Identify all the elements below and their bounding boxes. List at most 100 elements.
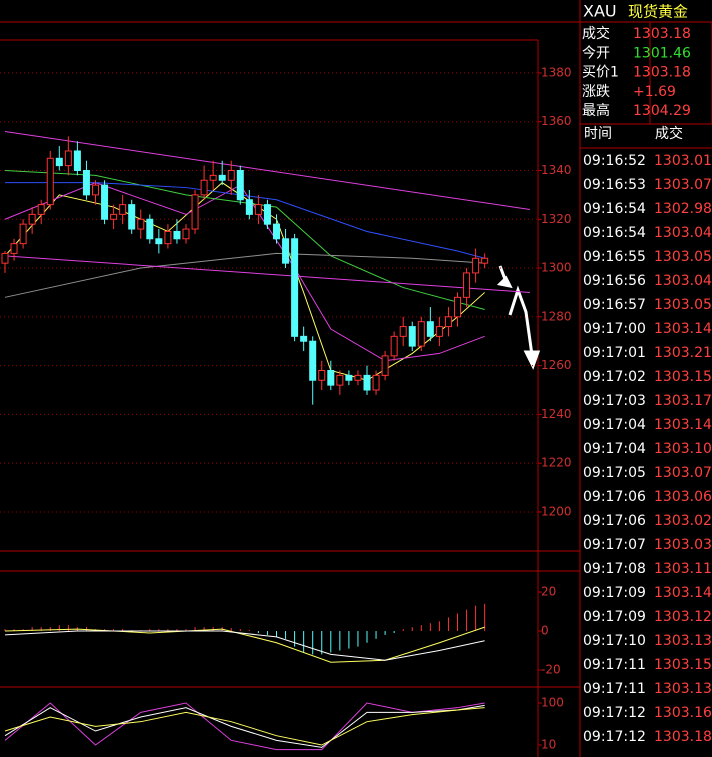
y-tick-label: 1220 [541, 456, 572, 470]
tick-time: 09:17:04 [583, 417, 646, 433]
y-tick-label: 1280 [541, 309, 572, 323]
tick-price: 1303.16 [654, 705, 712, 721]
candle-body [173, 230, 181, 240]
candle-body [273, 223, 280, 240]
tick-price: 1303.18 [654, 729, 712, 745]
candle-body [300, 335, 308, 342]
candle-body [426, 321, 434, 337]
y-tick-label: 1320 [541, 212, 572, 226]
table-header: 成交 [655, 125, 683, 142]
tick-time: 09:17:06 [583, 513, 646, 529]
y-tick-label: -20 [541, 662, 561, 676]
tick-time: 09:17:06 [583, 489, 646, 505]
symbol: XAU [583, 2, 617, 21]
tick-price: 1303.04 [654, 273, 712, 289]
quote-label: 今开 [582, 45, 610, 61]
tick-time: 09:17:10 [583, 633, 646, 649]
candle-body [309, 340, 317, 381]
tick-time: 09:17:12 [583, 729, 646, 745]
tick-price: 1303.17 [654, 393, 712, 409]
y-tick-label: 1340 [541, 163, 572, 177]
candle-body [164, 230, 172, 245]
candle-body [218, 174, 226, 181]
indicator-line [4, 130, 530, 211]
tick-time: 09:16:54 [583, 201, 646, 217]
candle-body [28, 213, 36, 225]
tick-price: 1303.15 [654, 657, 712, 673]
tick-time: 09:17:09 [583, 585, 646, 601]
tick-time: 09:17:08 [583, 561, 646, 577]
tick-price: 1303.01 [654, 153, 712, 169]
tick-time: 09:17:11 [583, 681, 646, 697]
candle-body [1, 252, 9, 264]
candle-body [463, 272, 471, 298]
tick-price: 1303.05 [654, 297, 712, 313]
candle-body [336, 374, 344, 386]
candle-body [191, 194, 199, 230]
candle-body [101, 184, 109, 220]
candle-body [481, 257, 489, 264]
tick-price: 1303.10 [654, 441, 712, 457]
y-tick-label: 20 [541, 585, 556, 599]
tick-time: 09:16:56 [583, 273, 646, 289]
tick-time: 09:16:55 [583, 249, 646, 265]
tick-time: 09:17:05 [583, 465, 646, 481]
quote-label: 买价1 [582, 65, 619, 81]
candle-body [119, 204, 127, 215]
indicator-line [4, 169, 485, 310]
candle-body [390, 335, 398, 357]
candle-body [37, 204, 45, 215]
y-tick-label: 1260 [541, 358, 572, 372]
indicator-line [4, 255, 530, 293]
tick-price: 1303.11 [654, 561, 712, 577]
candle-body [200, 179, 208, 196]
candle-body [472, 257, 480, 274]
indicator-line [4, 630, 485, 661]
tick-price: 1303.03 [654, 537, 712, 553]
tick-price: 1303.12 [654, 609, 712, 625]
candle-body [227, 169, 235, 181]
tick-price: 1303.14 [654, 585, 712, 601]
candle-body [19, 223, 27, 245]
tick-time: 09:17:04 [583, 441, 646, 457]
quote-label: 涨跌 [582, 84, 610, 100]
tick-price: 1303.07 [654, 465, 712, 481]
candle-body [399, 326, 407, 337]
quote-value: 1304.29 [633, 103, 691, 119]
tick-time: 09:17:01 [583, 345, 646, 361]
tick-price: 1302.98 [654, 201, 712, 217]
tick-price: 1303.02 [654, 513, 712, 529]
indicator-line [4, 704, 485, 748]
tick-time: 09:16:57 [583, 297, 646, 313]
y-tick-label: 1380 [541, 65, 572, 79]
tick-time: 09:17:02 [583, 369, 646, 385]
candle-body [82, 169, 90, 196]
quote-value: +1.69 [633, 84, 676, 100]
candle-body [417, 321, 425, 347]
indicator-line [4, 707, 485, 746]
tick-time: 09:17:03 [583, 393, 646, 409]
tick-price: 1303.14 [654, 417, 712, 433]
tick-price: 1303.21 [654, 345, 712, 361]
candle-body [444, 316, 452, 328]
tick-time: 09:17:07 [583, 537, 646, 553]
tick-time: 09:17:11 [583, 657, 646, 673]
tick-time: 09:17:09 [583, 609, 646, 625]
y-tick-label: 1300 [541, 261, 572, 275]
candle-body [354, 374, 362, 381]
candle-body [381, 355, 389, 376]
tick-price: 1303.13 [654, 633, 712, 649]
tick-price: 1303.13 [654, 681, 712, 697]
candle-body [291, 238, 299, 337]
quote-label: 成交 [582, 25, 610, 42]
quote-value: 1303.18 [633, 65, 691, 81]
candle-body [92, 184, 99, 196]
candle-body [64, 150, 72, 167]
indicator-line [5, 182, 485, 259]
candle-body [209, 174, 217, 181]
quote-label: 最高 [582, 102, 610, 119]
candle-body [363, 374, 371, 391]
table-header: 时间 [584, 126, 612, 142]
